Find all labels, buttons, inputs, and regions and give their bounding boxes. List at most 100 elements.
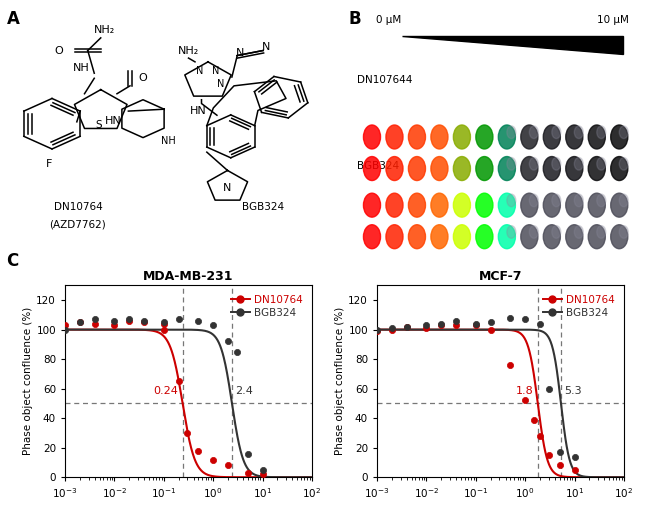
Circle shape bbox=[611, 225, 628, 248]
Circle shape bbox=[529, 158, 538, 170]
Circle shape bbox=[363, 157, 380, 180]
Point bbox=[451, 317, 462, 325]
Circle shape bbox=[499, 225, 515, 248]
Text: N: N bbox=[213, 67, 220, 76]
Point bbox=[174, 377, 184, 385]
Circle shape bbox=[597, 194, 606, 207]
Text: 5.3: 5.3 bbox=[564, 386, 582, 396]
Circle shape bbox=[575, 126, 583, 138]
Text: NH₂: NH₂ bbox=[178, 45, 199, 56]
Circle shape bbox=[543, 157, 560, 180]
Point bbox=[109, 317, 120, 325]
Circle shape bbox=[431, 157, 448, 180]
Point bbox=[242, 449, 253, 458]
Circle shape bbox=[566, 157, 583, 180]
Point bbox=[90, 315, 100, 323]
Point bbox=[75, 318, 85, 326]
Point bbox=[387, 324, 397, 332]
Point bbox=[159, 326, 169, 334]
Text: N: N bbox=[237, 47, 244, 58]
Text: O: O bbox=[55, 45, 64, 56]
Legend: DN10764, BGB324: DN10764, BGB324 bbox=[227, 290, 307, 322]
Text: 2.4: 2.4 bbox=[235, 386, 253, 396]
Circle shape bbox=[566, 193, 583, 217]
Circle shape bbox=[597, 158, 606, 170]
Text: DN107644: DN107644 bbox=[357, 75, 412, 85]
Point bbox=[60, 321, 70, 329]
Point bbox=[223, 462, 233, 470]
Circle shape bbox=[588, 193, 605, 217]
Circle shape bbox=[386, 157, 403, 180]
Point bbox=[436, 320, 447, 328]
Point bbox=[124, 315, 135, 323]
Point bbox=[159, 320, 169, 328]
Point bbox=[387, 326, 397, 334]
Circle shape bbox=[566, 225, 583, 248]
Point bbox=[554, 448, 565, 456]
Text: NH: NH bbox=[161, 136, 176, 146]
Point bbox=[182, 429, 192, 437]
Circle shape bbox=[619, 158, 629, 170]
Point bbox=[421, 324, 432, 332]
Point bbox=[90, 320, 100, 328]
Point bbox=[535, 432, 545, 440]
Text: NH: NH bbox=[73, 63, 90, 73]
Point bbox=[486, 318, 496, 326]
Point bbox=[208, 321, 218, 329]
Circle shape bbox=[386, 193, 403, 217]
Text: C: C bbox=[6, 252, 19, 271]
Circle shape bbox=[363, 193, 380, 217]
Text: 0.24: 0.24 bbox=[153, 386, 178, 396]
Text: B: B bbox=[348, 10, 361, 28]
Circle shape bbox=[499, 157, 515, 180]
Point bbox=[543, 385, 554, 393]
Text: S: S bbox=[96, 120, 103, 130]
Circle shape bbox=[529, 126, 538, 138]
Circle shape bbox=[476, 125, 493, 149]
Text: 0 μM: 0 μM bbox=[376, 15, 401, 25]
Circle shape bbox=[575, 194, 583, 207]
Point bbox=[139, 318, 150, 326]
Point bbox=[139, 317, 150, 325]
Text: NH₂: NH₂ bbox=[94, 25, 116, 35]
Polygon shape bbox=[402, 36, 623, 54]
Point bbox=[569, 466, 580, 474]
Point bbox=[436, 321, 447, 329]
Circle shape bbox=[408, 193, 426, 217]
Circle shape bbox=[453, 125, 471, 149]
Point bbox=[505, 361, 515, 369]
Point bbox=[60, 326, 70, 334]
Text: HN: HN bbox=[105, 116, 122, 126]
Circle shape bbox=[521, 193, 538, 217]
Point bbox=[505, 314, 515, 322]
Text: DN10764: DN10764 bbox=[53, 202, 103, 212]
Point bbox=[451, 321, 462, 329]
Circle shape bbox=[453, 193, 471, 217]
Point bbox=[402, 323, 412, 331]
Circle shape bbox=[552, 226, 561, 238]
Text: BGB324: BGB324 bbox=[242, 202, 284, 212]
Point bbox=[486, 326, 496, 334]
Title: MCF-7: MCF-7 bbox=[479, 270, 522, 283]
Circle shape bbox=[363, 225, 380, 248]
Circle shape bbox=[386, 125, 403, 149]
Point bbox=[242, 469, 253, 477]
Text: N: N bbox=[196, 67, 203, 76]
Point bbox=[159, 318, 169, 326]
Point bbox=[520, 396, 530, 405]
Text: N: N bbox=[263, 42, 270, 53]
Circle shape bbox=[476, 157, 493, 180]
Point bbox=[543, 451, 554, 459]
Circle shape bbox=[529, 194, 538, 207]
Y-axis label: Phase object confluence (%): Phase object confluence (%) bbox=[335, 307, 345, 456]
Point bbox=[193, 446, 203, 454]
Point bbox=[528, 416, 539, 424]
Circle shape bbox=[552, 158, 561, 170]
Circle shape bbox=[507, 126, 516, 138]
Text: 10 μM: 10 μM bbox=[597, 15, 629, 25]
Circle shape bbox=[597, 226, 606, 238]
Circle shape bbox=[499, 193, 515, 217]
Point bbox=[223, 337, 233, 345]
Text: BGB324: BGB324 bbox=[357, 162, 399, 172]
Circle shape bbox=[521, 125, 538, 149]
